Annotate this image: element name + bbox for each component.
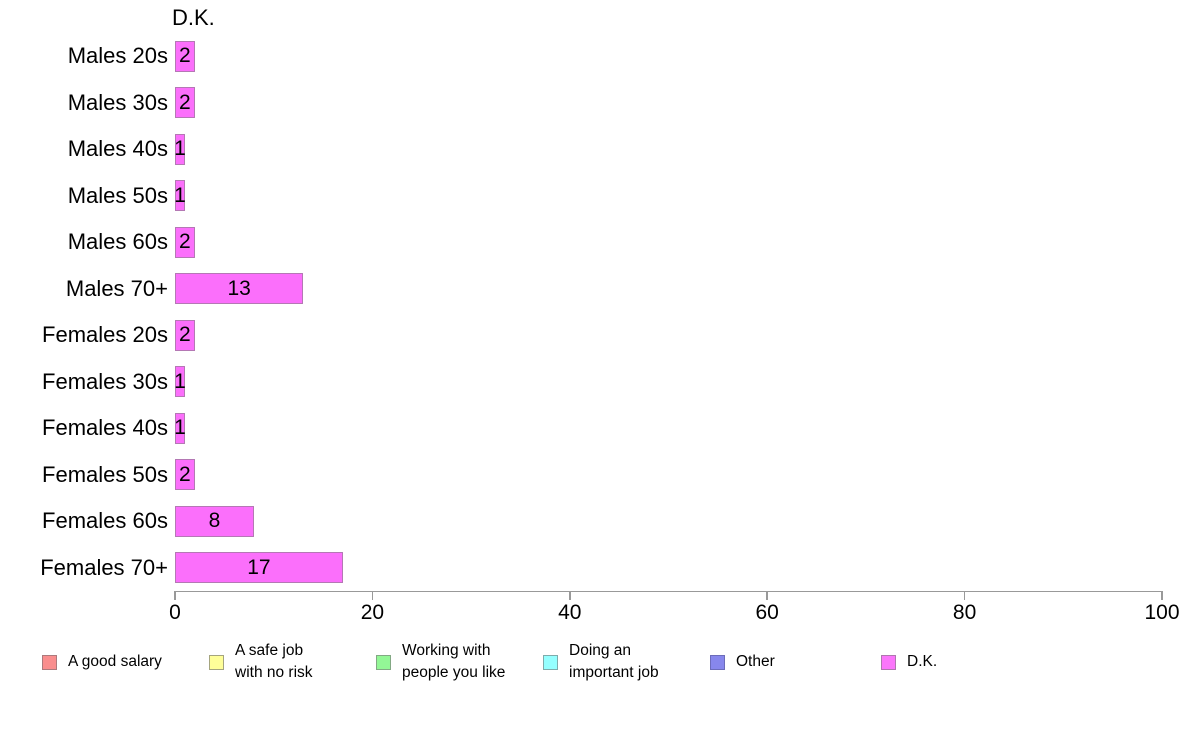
category-label: Females 60s (42, 508, 168, 534)
x-tick-mark (1161, 591, 1163, 600)
bar-value-label: 2 (179, 44, 191, 67)
bar-row: Males 60s 2 (0, 219, 1188, 266)
legend-label: Other (736, 653, 775, 670)
x-tick-mark (766, 591, 768, 600)
bar: 8 (175, 505, 254, 537)
bar: 1 (174, 180, 186, 211)
x-tick-label: 20 (360, 601, 385, 624)
bar: 13 (175, 273, 304, 304)
bar: 1 (174, 366, 186, 397)
category-label: Females 30s (42, 368, 168, 394)
legend-swatch (209, 654, 224, 670)
legend-swatch (376, 654, 391, 670)
bar-rows: Males 20s 2 Males 30s 2 Males 40s 1 Males 50s 1… (0, 33, 1188, 591)
x-tick-mark (569, 591, 571, 600)
x-tick-label: 60 (755, 601, 779, 624)
bar: 17 (175, 552, 343, 583)
category-label: Males 20s (67, 43, 168, 69)
bar-row: Females 20s 2 (0, 312, 1188, 359)
bar-row: Males 20s 2 (0, 33, 1188, 80)
category-label: Females 70+ (40, 554, 168, 580)
legend-label: A safe job with no risk (235, 642, 313, 681)
legend-swatch (710, 654, 725, 670)
bar-row: Females 70+ 17 (0, 545, 1188, 592)
bar-row: Males 50s 1 (0, 173, 1188, 220)
category-label: Males 70+ (65, 275, 168, 301)
bar-row: Males 30s 2 (0, 80, 1188, 127)
x-tick-mark (963, 591, 966, 600)
x-tick-label: 100 (1144, 601, 1180, 624)
bar: 2 (175, 40, 195, 72)
legend-label: Working with people you like (402, 642, 506, 681)
x-tick-mark (371, 591, 374, 600)
bar-value-label: 2 (179, 90, 191, 114)
bar: 2 (175, 319, 195, 351)
category-label: Females 40s (42, 415, 168, 441)
x-tick-label: 0 (169, 601, 181, 624)
bar-row: Females 50s 2 (0, 452, 1188, 499)
bar-value-label: 1 (174, 137, 186, 160)
bar-row: Females 30s 1 (0, 359, 1188, 406)
legend-item: Doing an important job (543, 639, 659, 685)
bar-value-label: 2 (179, 462, 191, 486)
legend-label: A good salary (68, 653, 162, 670)
bar-row: Females 40s 1 (0, 405, 1188, 452)
category-label: Males 50s (67, 182, 168, 208)
legend-swatch (543, 654, 558, 670)
category-label: Males 60s (67, 229, 168, 255)
category-label: Females 20s (42, 322, 168, 348)
bar-value-label: 2 (179, 323, 191, 346)
bar-value-label: 1 (174, 369, 186, 393)
bar: 2 (175, 87, 195, 118)
legend-item: D.K. (881, 639, 937, 685)
legend-item: A safe job with no risk (209, 639, 313, 685)
bar-value-label: 1 (174, 183, 186, 207)
legend-swatch (881, 654, 896, 670)
category-label: Males 30s (67, 89, 168, 115)
x-tick-label: 40 (558, 601, 582, 624)
bar-row: Males 70+ 13 (0, 266, 1188, 313)
legend-item: Working with people you like (376, 639, 505, 685)
x-tick-label: 80 (952, 601, 977, 624)
legend-item: A good salary (42, 639, 162, 685)
bar-value-label: 2 (179, 230, 191, 253)
bar: 2 (175, 226, 195, 258)
bar: 1 (174, 412, 186, 444)
bar: 1 (174, 133, 186, 165)
x-axis-line (175, 591, 1162, 592)
x-tick-mark (174, 591, 176, 600)
legend-label: Doing an important job (569, 642, 659, 681)
bar-row: Males 40s 1 (0, 126, 1188, 173)
legend-swatch (42, 654, 57, 670)
category-label: Females 50s (42, 461, 168, 487)
legend-item: Other (710, 639, 775, 685)
bar-value-label: 17 (247, 555, 271, 579)
bar-value-label: 1 (174, 416, 186, 439)
bar-value-label: 8 (208, 509, 221, 532)
bar: 2 (175, 459, 195, 490)
bar-row: Females 60s 8 (0, 498, 1188, 545)
legend-label: D.K. (907, 653, 938, 670)
category-label: Males 40s (67, 136, 168, 162)
bar-value-label: 13 (227, 276, 251, 300)
chart-title: D.K. (172, 5, 215, 30)
